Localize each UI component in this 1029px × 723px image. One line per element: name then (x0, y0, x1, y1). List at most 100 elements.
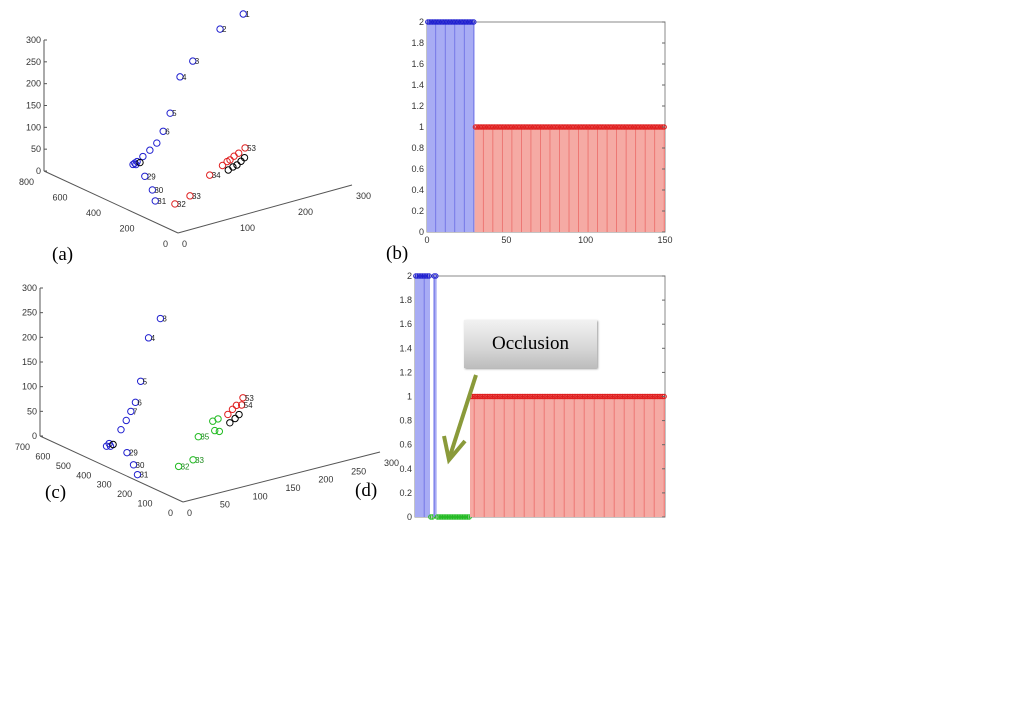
stem-marker (579, 393, 586, 400)
stem-marker (521, 393, 527, 400)
stem-marker (601, 393, 607, 400)
stem-marker (543, 393, 549, 400)
data-point (117, 425, 125, 434)
stem-marker (626, 393, 632, 400)
z-tick-label: 150 (22, 357, 37, 367)
data-point (174, 462, 183, 471)
stem-marker (424, 273, 431, 279)
stem-marker (413, 273, 419, 279)
stem-marker (578, 393, 584, 400)
stem-marker (648, 393, 654, 400)
panel-label-b: (b) (386, 243, 409, 264)
stem-marker (576, 393, 582, 400)
y-tick-label: 0.2 (399, 488, 412, 498)
stem-marker (439, 514, 446, 520)
z-tick-label: 250 (22, 308, 37, 318)
stem-marker (618, 393, 624, 400)
stem-marker (571, 393, 577, 400)
stem-marker (644, 393, 651, 400)
data-point (136, 377, 145, 385)
y-tick-label: 400 (86, 208, 101, 218)
y-tick-label: 0.4 (411, 185, 424, 195)
stem-marker (564, 393, 571, 400)
stem-marker (436, 514, 442, 520)
stem-marker (461, 514, 467, 520)
y-tick-label: 1.6 (399, 319, 412, 329)
z-tick-label: 0 (36, 166, 41, 176)
x-tick-label: 150 (286, 483, 301, 493)
stem-marker (486, 393, 492, 400)
x-tick-label: 50 (220, 500, 230, 510)
data-point (235, 149, 243, 157)
stem-marker (633, 393, 639, 400)
point-label: 32 (177, 200, 186, 209)
z-tick-label: 50 (31, 144, 41, 154)
z-tick-label: 50 (27, 406, 37, 416)
stem-marker (514, 393, 521, 400)
y-tick-label: 1.8 (411, 38, 424, 48)
data-point (129, 461, 138, 469)
x-tick-label: 200 (318, 475, 333, 485)
data-point (241, 144, 249, 152)
data-point (239, 394, 247, 402)
stem-marker (446, 514, 452, 520)
point-label: 5 (143, 377, 148, 386)
stem-marker (636, 393, 642, 400)
x-tick-label: 300 (356, 191, 371, 201)
stem-marker (623, 393, 629, 400)
stem-marker (594, 393, 601, 400)
data-point (228, 405, 237, 414)
stem-marker (621, 393, 627, 400)
stem-marker (423, 273, 429, 279)
stem-marker (433, 273, 439, 279)
x-tick-label: 50 (501, 235, 511, 245)
point-label: 4 (151, 334, 156, 343)
point-label: 1 (245, 10, 250, 19)
z-tick-label: 200 (22, 332, 37, 342)
point-label: 31 (157, 197, 166, 206)
stem-marker (638, 393, 644, 400)
stem-marker (646, 393, 652, 400)
stem-marker (473, 393, 479, 400)
point-label: 30 (154, 186, 163, 195)
z-tick-label: 100 (26, 122, 41, 132)
point-label: 6 (137, 398, 142, 407)
stem-marker (479, 393, 486, 400)
point-label: 3 (162, 315, 167, 324)
point-label: 6 (165, 127, 170, 136)
stem-marker (481, 393, 487, 400)
z-tick-label: 0 (32, 431, 37, 441)
stem-marker (434, 514, 441, 520)
stem-marker (418, 273, 424, 279)
data-point (240, 153, 249, 162)
point-label: 53 (245, 394, 254, 403)
stem-marker (566, 393, 572, 400)
stem-marker (548, 393, 554, 400)
stem-marker (469, 19, 475, 25)
point-label: 53 (247, 144, 256, 153)
stem-marker (524, 393, 531, 400)
stem-marker (421, 273, 427, 279)
stem-marker (561, 393, 567, 400)
stem-marker (449, 514, 456, 520)
x-tick-label: 300 (384, 458, 399, 468)
stem-marker (453, 514, 459, 520)
stem-marker (414, 273, 421, 279)
stem-marker (563, 393, 569, 400)
z-tick-label: 100 (22, 382, 37, 392)
stem-marker (549, 393, 556, 400)
y-tick-label: 500 (56, 461, 71, 471)
data-point (148, 186, 157, 194)
stem-marker (529, 393, 536, 400)
bar-segment (470, 396, 665, 517)
stem-marker (556, 393, 562, 400)
data-point (206, 171, 214, 179)
stem-marker (649, 393, 656, 400)
stem-marker (553, 393, 559, 400)
y-tick-label: 1.6 (411, 59, 424, 69)
stem-marker (456, 514, 462, 520)
stem-marker (519, 393, 526, 400)
y-tick-label: 600 (52, 193, 67, 203)
point-label: 33 (192, 192, 201, 201)
